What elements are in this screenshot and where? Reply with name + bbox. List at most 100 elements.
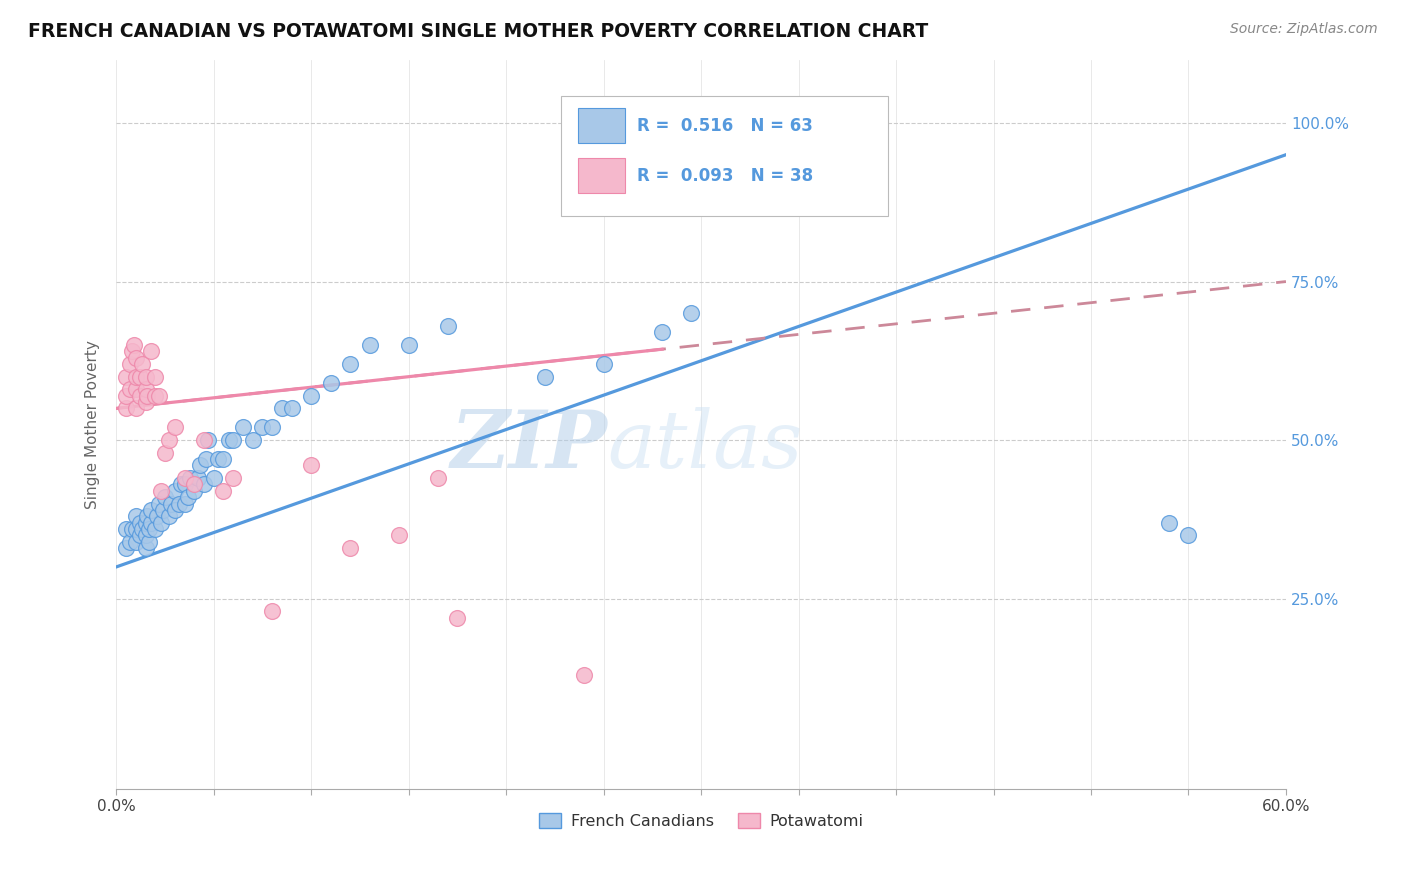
Point [651, 326, 673, 340]
Point [150, 483, 173, 498]
Point [118, 357, 141, 371]
Point [218, 433, 240, 447]
Point [153, 490, 176, 504]
Point [138, 534, 160, 549]
Point [115, 389, 138, 403]
Point [319, 376, 342, 390]
Point [271, 401, 294, 416]
Point [534, 369, 557, 384]
Point [592, 357, 614, 371]
Point [141, 503, 163, 517]
Point [1157, 516, 1180, 530]
Point [177, 490, 200, 504]
Point [262, 420, 284, 434]
Point [157, 509, 180, 524]
Point [157, 433, 180, 447]
Point [134, 528, 156, 542]
Point [299, 389, 322, 403]
Point [125, 534, 148, 549]
Point [152, 503, 174, 517]
Point [183, 483, 205, 498]
Point [339, 541, 361, 555]
Point [143, 389, 166, 403]
Point [128, 389, 150, 403]
Point [134, 369, 156, 384]
Y-axis label: Single Mother Poverty: Single Mother Poverty [86, 340, 100, 508]
Point [193, 433, 215, 447]
Point [148, 496, 170, 510]
Point [194, 452, 217, 467]
Point [222, 471, 245, 485]
Point [173, 496, 195, 510]
Point [1177, 528, 1199, 542]
Point [188, 458, 211, 473]
Point [134, 395, 156, 409]
Point [232, 420, 254, 434]
Point [115, 369, 138, 384]
Point [121, 522, 143, 536]
Text: ZIP: ZIP [451, 408, 607, 485]
Point [169, 477, 191, 491]
Point [163, 503, 186, 517]
Point [141, 344, 163, 359]
Point [426, 471, 449, 485]
Point [143, 522, 166, 536]
Point [136, 509, 159, 524]
Point [197, 433, 219, 447]
Point [118, 534, 141, 549]
Point [153, 446, 176, 460]
FancyBboxPatch shape [578, 158, 626, 193]
Point [202, 471, 225, 485]
Point [115, 541, 138, 555]
Point [280, 401, 302, 416]
Legend: French Canadians, Potawatomi: French Canadians, Potawatomi [533, 806, 870, 836]
Point [212, 483, 235, 498]
Point [146, 509, 169, 524]
Point [163, 420, 186, 434]
Point [141, 516, 163, 530]
Point [262, 604, 284, 618]
Point [160, 496, 183, 510]
Point [121, 344, 143, 359]
Point [398, 338, 420, 352]
Point [183, 477, 205, 491]
Point [134, 383, 156, 397]
Point [125, 522, 148, 536]
Point [339, 357, 361, 371]
Text: R =  0.093   N = 38: R = 0.093 N = 38 [637, 167, 813, 185]
Point [115, 522, 138, 536]
Point [388, 528, 411, 542]
Point [187, 471, 209, 485]
Point [122, 338, 145, 352]
Point [163, 483, 186, 498]
Point [572, 667, 595, 681]
Point [299, 458, 322, 473]
Point [207, 452, 229, 467]
Point [681, 306, 703, 320]
Point [128, 369, 150, 384]
Text: Source: ZipAtlas.com: Source: ZipAtlas.com [1230, 22, 1378, 37]
Text: FRENCH CANADIAN VS POTAWATOMI SINGLE MOTHER POVERTY CORRELATION CHART: FRENCH CANADIAN VS POTAWATOMI SINGLE MOT… [28, 22, 928, 41]
Point [148, 389, 170, 403]
Point [173, 471, 195, 485]
Point [446, 610, 468, 624]
Point [136, 389, 159, 403]
Text: atlas: atlas [607, 408, 803, 485]
Point [125, 509, 148, 524]
Point [131, 357, 153, 371]
Point [167, 496, 190, 510]
Point [150, 516, 173, 530]
Point [125, 383, 148, 397]
Point [115, 401, 138, 416]
Point [212, 452, 235, 467]
Text: R =  0.516   N = 63: R = 0.516 N = 63 [637, 117, 813, 135]
Point [359, 338, 381, 352]
Point [222, 433, 245, 447]
Point [143, 369, 166, 384]
Point [179, 471, 201, 485]
Point [134, 541, 156, 555]
Point [138, 522, 160, 536]
Point [134, 516, 156, 530]
FancyBboxPatch shape [578, 109, 626, 144]
Point [242, 433, 264, 447]
